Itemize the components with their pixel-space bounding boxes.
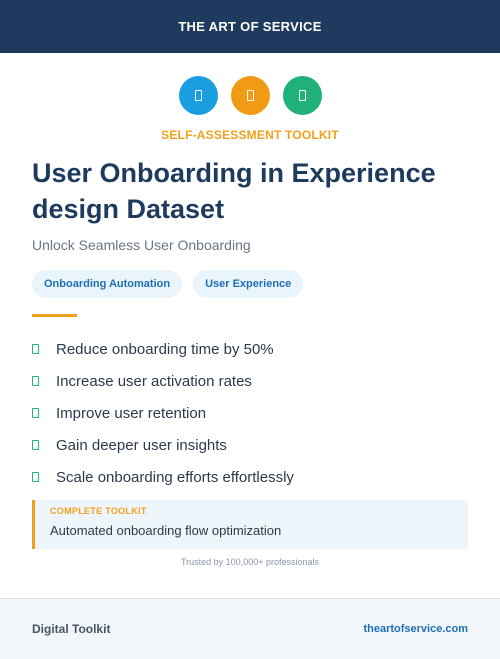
tag-onboarding-automation: Onboarding Automation <box>32 270 183 298</box>
check-icon <box>32 344 39 354</box>
check-icon <box>32 376 39 386</box>
benefit-text: Improve user retention <box>56 404 207 422</box>
kicker-label: SELF-ASSESSMENT TOOLKIT <box>161 128 339 142</box>
document-icon <box>246 90 254 101</box>
icon-circle-blue <box>178 76 218 115</box>
toolkit-callout: COMPLETE TOOLKIT Automated onboarding fl… <box>32 500 468 549</box>
icon-row <box>0 76 500 115</box>
footer-label: Digital Toolkit <box>32 622 111 636</box>
benefit-list: Reduce onboarding time by 50% Increase u… <box>32 333 294 493</box>
page-title: User Onboarding in Experience design Dat… <box>32 158 436 224</box>
icon-circle-green <box>282 76 322 115</box>
toolkit-label: COMPLETE TOOLKIT <box>50 506 147 516</box>
document-icon <box>298 90 306 101</box>
website-link[interactable]: theartofservice.com <box>363 623 468 635</box>
trusted-note: Trusted by 100,000+ professionals <box>180 557 319 567</box>
check-icon <box>32 472 39 482</box>
toolkit-text: Automated onboarding flow optimization <box>50 523 282 538</box>
icon-circle-orange <box>230 76 270 115</box>
benefit-item: Improve user retention <box>32 397 294 429</box>
check-icon <box>32 440 39 450</box>
benefit-item: Increase user activation rates <box>32 365 294 397</box>
tag-list: Onboarding Automation User Experience <box>32 270 304 298</box>
subtitle: Unlock Seamless User Onboarding <box>32 237 251 253</box>
footer: Digital Toolkit theartofservice.com <box>0 598 500 659</box>
benefit-text: Scale onboarding efforts effortlessly <box>56 468 294 486</box>
benefit-text: Reduce onboarding time by 50% <box>56 340 274 358</box>
benefit-text: Gain deeper user insights <box>56 436 227 454</box>
document-icon <box>194 90 202 101</box>
accent-divider <box>32 314 77 317</box>
brand-name: THE ART OF SERVICE <box>178 19 322 34</box>
benefit-item: Scale onboarding efforts effortlessly <box>32 461 294 493</box>
check-icon <box>32 408 39 418</box>
benefit-item: Reduce onboarding time by 50% <box>32 333 294 365</box>
tag-user-experience: User Experience <box>193 270 304 298</box>
benefit-item: Gain deeper user insights <box>32 429 294 461</box>
top-banner: THE ART OF SERVICE <box>0 0 500 53</box>
benefit-text: Increase user activation rates <box>56 372 252 390</box>
